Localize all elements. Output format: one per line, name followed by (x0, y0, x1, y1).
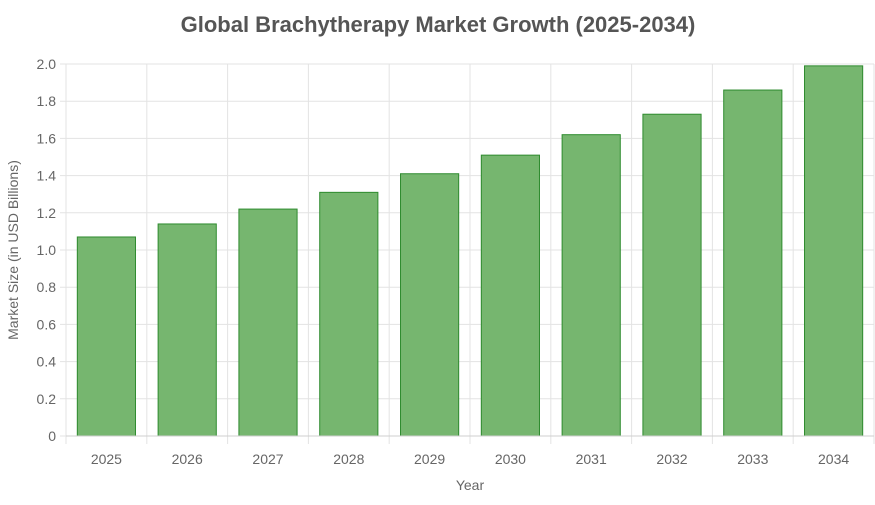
bars-layer (76, 65, 864, 437)
bar-2029 (400, 173, 460, 437)
axis-layer: 0 0.2 0.4 0.6 0.8 1.0 1.2 1.4 1.6 1.8 2.0 2025 2026 2… (37, 56, 874, 467)
y-tick-label: 1.4 (37, 168, 57, 184)
x-axis-label: Year (456, 477, 485, 493)
y-tick-label: 1.8 (37, 93, 57, 109)
chart-title: Global Brachytherapy Market Growth (2025… (181, 12, 696, 37)
y-tick-label: 1.6 (37, 130, 57, 146)
y-tick-label: 0.4 (37, 354, 57, 370)
x-tick-label: 2026 (172, 451, 203, 467)
bar-2032 (642, 113, 702, 437)
y-tick-label: 2.0 (37, 56, 57, 72)
x-tick-label: 2030 (495, 451, 526, 467)
bar-2030 (480, 154, 540, 437)
x-tick-label: 2034 (818, 451, 849, 467)
x-tick-label: 2033 (737, 451, 768, 467)
x-tick-label: 2025 (91, 451, 122, 467)
bar-2033 (723, 89, 783, 437)
bar-2025 (76, 236, 136, 437)
x-tick-label: 2029 (414, 451, 445, 467)
x-tick-label: 2027 (252, 451, 283, 467)
y-tick-label: 0.8 (37, 279, 57, 295)
y-tick-label: 0.6 (37, 316, 57, 332)
bar-2034 (804, 65, 864, 437)
bar-2026 (157, 223, 217, 437)
bar-2031 (561, 134, 621, 437)
x-tick-label: 2028 (333, 451, 364, 467)
y-tick-label: 1.2 (37, 205, 57, 221)
y-axis-label: Market Size (in USD Billions) (5, 160, 21, 340)
bar-2028 (319, 191, 379, 437)
y-tick-label: 0 (48, 428, 56, 444)
y-tick-label: 0.2 (37, 391, 57, 407)
x-tick-label: 2032 (656, 451, 687, 467)
x-tick-label: 2031 (576, 451, 607, 467)
y-tick-label: 1.0 (37, 242, 57, 258)
bar-2027 (238, 208, 298, 437)
